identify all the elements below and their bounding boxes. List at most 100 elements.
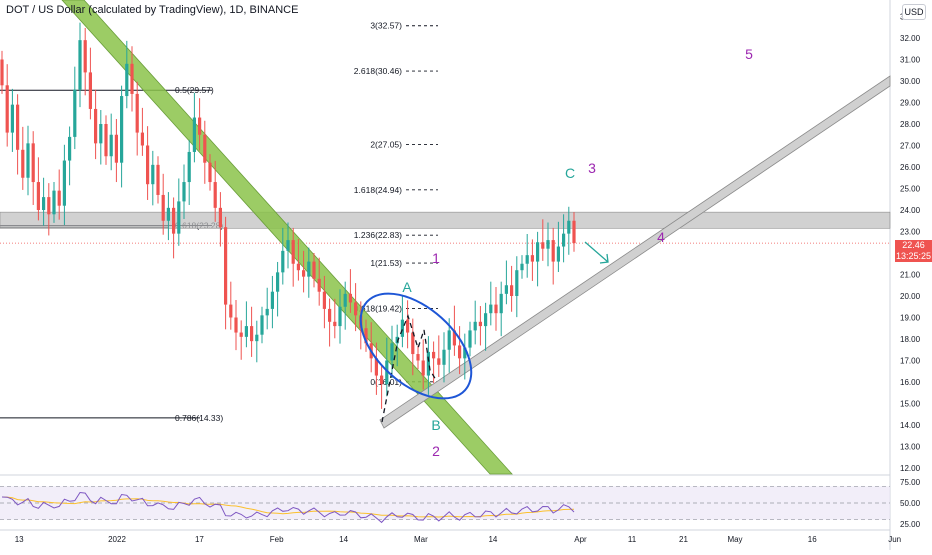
candle-body — [57, 190, 61, 206]
bar-countdown: 13:25:25 — [895, 251, 932, 261]
time-tick-label: 14 — [488, 535, 497, 544]
candle-body — [192, 117, 196, 152]
candle-body — [286, 240, 290, 251]
wave-label: 1 — [432, 250, 440, 266]
candle-body — [442, 349, 446, 365]
candle-body — [198, 117, 202, 135]
candle-body — [411, 332, 415, 355]
price-tick-label: 28.00 — [900, 120, 921, 129]
arrow-head-icon — [599, 253, 609, 264]
annotations: A B C 1 2 3 4 5 — [359, 46, 753, 459]
price-tick-label: 25.00 — [900, 185, 921, 194]
candle-body — [172, 207, 176, 234]
candle-body — [161, 194, 165, 221]
candle-body — [166, 207, 170, 221]
candle-body — [109, 134, 113, 157]
candle-body — [421, 360, 425, 376]
price-tick-label: 16.00 — [900, 378, 921, 387]
candle-body — [536, 242, 540, 262]
rsi-tick-label: 25.00 — [900, 520, 921, 529]
currency-badge[interactable]: USD — [902, 4, 926, 20]
candle-body — [83, 40, 87, 73]
candle-body — [229, 304, 233, 318]
rsi-tick-label: 50.00 — [900, 499, 921, 508]
time-tick-label: 2022 — [108, 535, 126, 544]
candle-body — [291, 240, 295, 264]
fib-extension-label: 3(32.57) — [370, 21, 402, 31]
candle-body — [62, 160, 66, 206]
time-tick-label: 11 — [628, 535, 637, 544]
candle-body — [504, 285, 508, 294]
candle-body — [244, 326, 248, 337]
candle-body — [374, 358, 378, 376]
candle-body — [16, 104, 20, 150]
candle-body — [473, 321, 477, 331]
candle-body — [296, 263, 300, 271]
candle-body — [307, 261, 311, 277]
price-tick-label: 29.00 — [900, 99, 921, 108]
price-tick-label: 12.00 — [900, 464, 921, 473]
time-tick-label: Jun — [888, 535, 901, 544]
candle-body — [250, 326, 254, 342]
ascending-support-band — [379, 75, 891, 429]
drawn-zones — [0, 0, 891, 475]
candle-body — [125, 63, 129, 97]
candle-body — [146, 145, 150, 185]
candle-body — [317, 278, 321, 292]
candle-body — [73, 89, 77, 137]
time-tick-label: May — [727, 535, 742, 544]
wave-label: 5 — [745, 46, 753, 62]
candle-body — [572, 220, 576, 244]
candle-body — [94, 108, 98, 144]
price-tick-label: 27.00 — [900, 142, 921, 151]
candle-body — [88, 72, 92, 109]
candle-body — [260, 315, 264, 335]
candle-body — [21, 149, 25, 178]
candle-body — [10, 104, 14, 133]
candle-body — [234, 317, 238, 333]
candle-body — [276, 272, 280, 292]
candle-body — [385, 360, 389, 385]
candle-body — [463, 347, 467, 359]
price-tick-label: 14.00 — [900, 421, 921, 430]
projection-arrow — [584, 241, 609, 263]
candle-body — [78, 40, 82, 90]
resistance-zone — [0, 211, 891, 229]
candle-body — [135, 93, 139, 133]
price-tick-label: 31.00 — [900, 56, 921, 65]
candle-body — [302, 270, 306, 277]
price-tick-label: 15.00 — [900, 400, 921, 409]
candle-body — [437, 358, 441, 365]
wave-label: 3 — [588, 160, 596, 176]
candle-body — [99, 124, 103, 144]
candle-body — [26, 143, 30, 178]
candle-body — [354, 302, 358, 316]
price-tick-label: 32.00 — [900, 34, 921, 43]
candle-body — [562, 233, 566, 247]
price-tick-label: 24.00 — [900, 206, 921, 215]
candle-body — [530, 255, 534, 262]
wave-label: 2 — [432, 443, 440, 459]
axes: 12.00 13.00 14.00 15.00 16.00 17.00 18.00 19.00… — [15, 13, 921, 545]
candle-body — [556, 246, 560, 262]
price-tick-label: 30.00 — [900, 77, 921, 86]
candle-body — [140, 132, 144, 146]
candle-body — [52, 190, 56, 215]
candle-body — [567, 220, 571, 234]
wave-label: A — [402, 279, 412, 295]
candle-body — [499, 293, 503, 314]
price-tick-label: 18.00 — [900, 335, 921, 344]
last-price-tag: 22.46 13:25:25 — [895, 240, 932, 262]
time-tick-label: 16 — [808, 535, 817, 544]
candle-body — [281, 250, 285, 273]
fib-extension-label: 2(27.05) — [370, 139, 402, 149]
price-tick-label: 13.00 — [900, 443, 921, 452]
candle-body — [468, 330, 472, 348]
candle-body — [114, 134, 118, 163]
candle-body — [322, 291, 326, 309]
candle-body — [338, 306, 342, 327]
fib-retracement-label: 0.786(14.33) — [175, 413, 223, 423]
price-tick-label: 19.00 — [900, 314, 921, 323]
